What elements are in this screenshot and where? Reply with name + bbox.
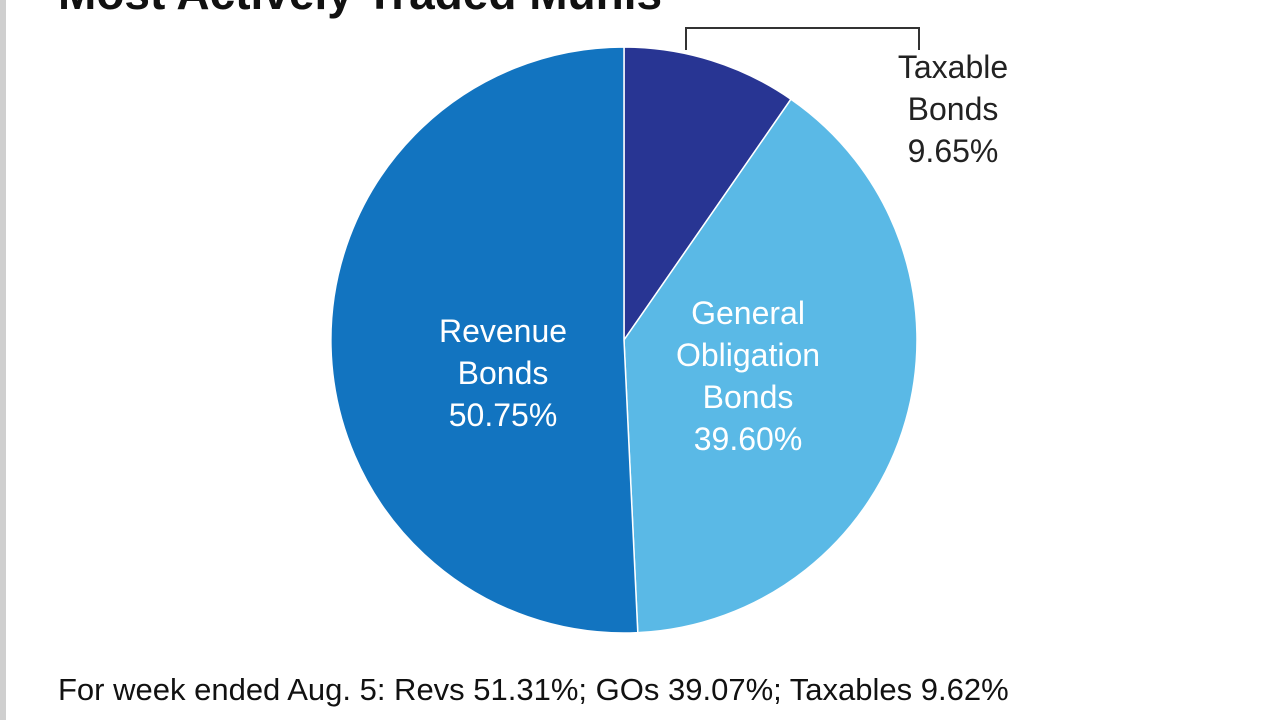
pie-slice-1 <box>623 98 918 634</box>
pie-labels: Taxable Bonds 9.65% General Obligation Bonds 3… <box>439 49 1008 457</box>
pie-slices <box>330 46 918 634</box>
slice-label-line: Bonds <box>703 379 794 415</box>
pie-slice-0 <box>623 46 793 343</box>
taxable-leader-line <box>685 27 920 50</box>
slice-label-1: General Obligation Bonds 39.60% <box>676 295 820 457</box>
slice-label-line: General <box>691 295 805 331</box>
pie-slice-2 <box>330 46 639 634</box>
slice-label-line: Taxable <box>898 49 1008 85</box>
left-border <box>0 0 6 720</box>
slice-label-line: Revenue <box>439 313 567 349</box>
slice-label-line: 39.60% <box>694 421 803 457</box>
chart-title: Most Actively Traded Munis <box>58 0 662 20</box>
slice-label-line: Obligation <box>676 337 820 373</box>
slice-label-2: Revenue Bonds 50.75% <box>439 313 567 433</box>
footnote: For week ended Aug. 5: Revs 51.31%; GOs … <box>58 672 1009 707</box>
slice-label-line: 50.75% <box>449 397 558 433</box>
leader-lines <box>685 27 920 50</box>
slice-label-line: Bonds <box>908 91 999 127</box>
slice-label-0: Taxable Bonds 9.65% <box>898 49 1008 169</box>
slice-label-line: 9.65% <box>908 133 999 169</box>
slice-label-line: Bonds <box>458 355 549 391</box>
